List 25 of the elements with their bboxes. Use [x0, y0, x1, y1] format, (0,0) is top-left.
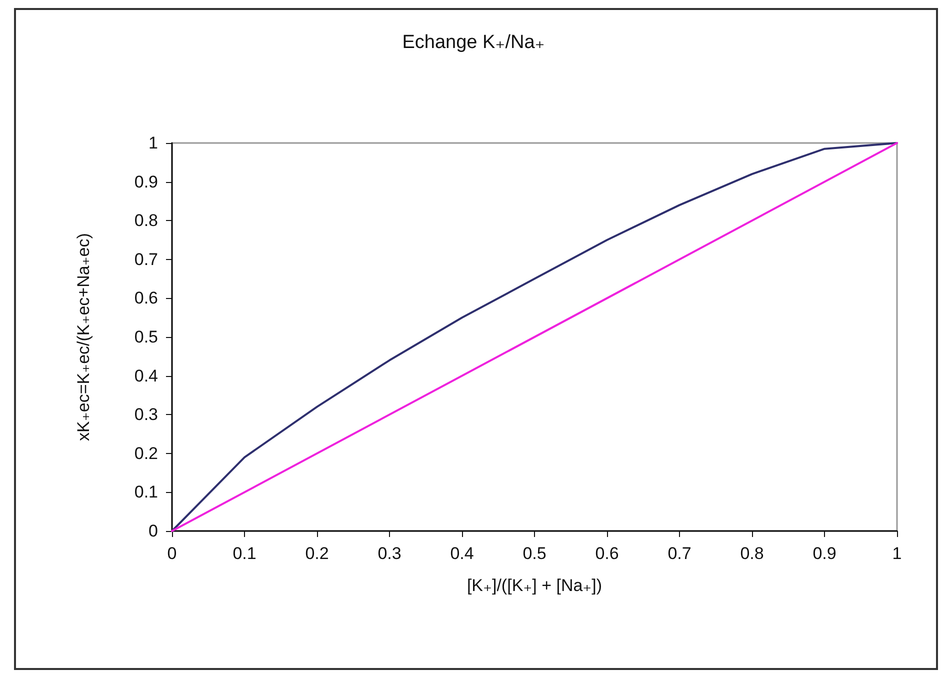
x-tick-label: 0	[167, 544, 177, 563]
y-axis-title: xK₊ec=K₊ec/(K₊ec+Na₊ec)	[74, 233, 93, 441]
x-tick-label: 0.5	[522, 544, 546, 563]
x-tick-label: 0.4	[450, 544, 474, 563]
y-tick-label: 0.7	[134, 250, 158, 269]
y-tick-label: 0.6	[134, 288, 158, 308]
chart-title: Echange K₊/Na₊	[402, 32, 545, 53]
y-tick-label: 0.4	[134, 366, 158, 386]
x-tick-label: 0.1	[232, 544, 256, 563]
x-tick-label: 0.3	[378, 544, 402, 563]
x-tick-label: 0.2	[305, 544, 329, 563]
x-tick-label: 0.9	[812, 544, 836, 563]
x-tick-label: 0.6	[595, 544, 619, 563]
x-tick-label: 0.8	[740, 544, 764, 563]
x-tick-label: 0.7	[668, 544, 692, 563]
y-tick-label: 0.8	[134, 211, 158, 230]
y-tick-label: 0	[148, 522, 158, 540]
y-tick-label: 0.5	[134, 328, 158, 346]
y-tick-label: 1	[148, 134, 158, 152]
x-axis-title: [K₊]/([K₊] + [Na₊])	[466, 576, 602, 595]
y-tick-label: 0.2	[134, 444, 158, 463]
x-tick-label: 1	[892, 544, 902, 563]
y-tick-label: 0.3	[134, 405, 158, 424]
y-tick-label: 0.9	[134, 172, 158, 192]
y-tick-label: 0.1	[134, 482, 158, 502]
